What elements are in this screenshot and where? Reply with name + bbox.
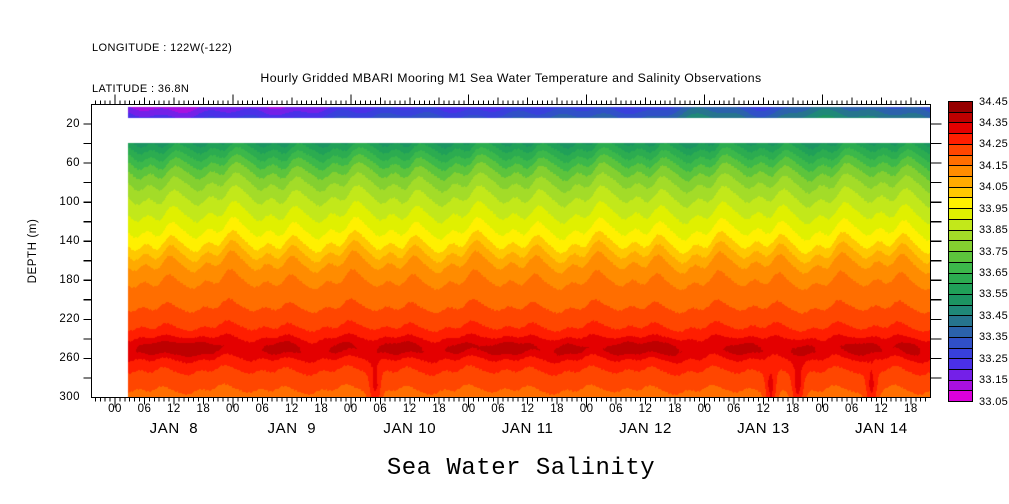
colorbar-label: 33.05 (979, 395, 1009, 408)
header-latitude: LATITUDE : 36.8N (92, 82, 190, 95)
colorbar-label: 34.45 (979, 95, 1009, 108)
x-hour-tick-label: 06 (255, 403, 270, 415)
x-hour-tick-label: 18 (196, 403, 211, 415)
x-hour-tick-label: 18 (314, 403, 329, 415)
x-hour-tick-label: 06 (844, 403, 859, 415)
colorbar-label: 33.25 (979, 352, 1009, 365)
x-day-label: JAN 11 (501, 420, 554, 437)
colorbar-cell (949, 390, 972, 402)
colorbar-cell (949, 186, 972, 198)
x-hour-tick-label: 00 (108, 403, 122, 415)
colorbar-label: 33.65 (979, 266, 1009, 279)
colorbar-cell (949, 358, 972, 369)
colorbar-cell (949, 347, 972, 359)
colorbar-label: 33.85 (979, 224, 1009, 237)
x-day-label: JAN 14 (854, 420, 908, 437)
y-tick-label: 220 (59, 312, 80, 325)
colorbar-cell (949, 251, 972, 262)
x-hour-tick-label: 12 (284, 403, 299, 415)
x-day-label: JAN 8 (149, 420, 199, 437)
colorbar-cell (949, 111, 972, 123)
y-tick-label: 20 (66, 117, 80, 130)
x-hour-tick-label: 12 (167, 403, 181, 415)
x-hour-tick-label: 12 (756, 403, 771, 415)
y-tick-label: 140 (59, 234, 80, 247)
y-tick-label: 100 (59, 195, 80, 208)
y-tick-label: 260 (59, 351, 80, 364)
x-hour-tick-label: 18 (786, 403, 800, 415)
colorbar-label: 33.15 (979, 374, 1009, 387)
colorbar-cell (949, 122, 972, 134)
colorbar-label: 33.45 (979, 309, 1009, 322)
x-day-label: JAN 12 (619, 420, 672, 437)
x-hour-tick-label: 12 (520, 403, 535, 415)
colorbar-label: 34.15 (979, 159, 1009, 172)
colorbar-label: 33.95 (979, 202, 1009, 215)
colorbar-cell (949, 197, 972, 209)
x-hour-tick-label: 18 (432, 403, 447, 415)
colorbar-label: 33.55 (979, 288, 1009, 301)
salinity-contour-field (92, 105, 930, 397)
x-hour-tick-label: 12 (638, 403, 653, 415)
colorbar-cell (949, 229, 972, 241)
colorbar-cell (949, 304, 972, 316)
x-day-label: JAN 13 (737, 420, 790, 437)
colorbar-label: 34.25 (979, 138, 1009, 151)
y-tick-label: 60 (66, 156, 80, 169)
colorbar-cell (949, 315, 972, 327)
y-tick-label: 300 (59, 391, 80, 403)
colorbar-cell (949, 379, 972, 391)
bottom-title: Sea Water Salinity (386, 455, 656, 482)
colorbar (948, 101, 973, 402)
colorbar-cell (949, 165, 972, 177)
colorbar-cell (949, 154, 972, 166)
x-hour-tick-label: 06 (727, 403, 741, 415)
colorbar-label: 34.35 (979, 116, 1009, 129)
x-hour-tick-label: 12 (402, 403, 417, 415)
colorbar-cell (949, 261, 972, 273)
x-hour-tick-label: 06 (609, 403, 623, 415)
x-hour-tick-label: 18 (903, 403, 918, 415)
x-hour-tick-label: 00 (225, 403, 240, 415)
x-hour-tick-label: 12 (874, 403, 889, 415)
x-hour-tick-label: 00 (697, 403, 712, 415)
x-hour-tick-label: 06 (491, 403, 506, 415)
colorbar-cell (949, 133, 972, 144)
y-tick-label: 180 (59, 273, 80, 286)
x-hour-tick-label: 06 (137, 403, 152, 415)
x-hour-tick-label: 00 (343, 403, 358, 415)
plot-title: Hourly Gridded MBARI Mooring M1 Sea Wate… (260, 71, 762, 85)
colorbar-cell (949, 240, 972, 252)
colorbar-cell (949, 336, 972, 348)
x-hour-tick-label: 18 (550, 403, 565, 415)
colorbar-cell (949, 368, 972, 380)
x-day-label: JAN 10 (383, 420, 437, 437)
x-day-label: JAN 9 (267, 420, 317, 437)
colorbar-cell (949, 326, 972, 337)
x-hour-tick-label: 00 (461, 403, 476, 415)
x-hour-tick-label: 00 (815, 403, 830, 415)
colorbar-cell (949, 176, 972, 187)
colorbar-label: 33.75 (979, 245, 1009, 258)
colorbar-label: 34.05 (979, 181, 1009, 194)
colorbar-cell (949, 102, 972, 112)
colorbar-cell (949, 293, 972, 305)
colorbar-cell (949, 272, 972, 284)
header-longitude: LONGITUDE : 122W(-122) (92, 42, 233, 54)
colorbar-cell (949, 143, 972, 155)
x-hour-tick-label: 00 (579, 403, 594, 415)
colorbar-cell (949, 208, 972, 219)
colorbar-cell (949, 283, 972, 294)
colorbar-cell (949, 218, 972, 230)
x-hour-tick-label: 18 (668, 403, 682, 415)
x-hour-tick-label: 06 (373, 403, 388, 415)
colorbar-label: 33.35 (979, 331, 1009, 344)
